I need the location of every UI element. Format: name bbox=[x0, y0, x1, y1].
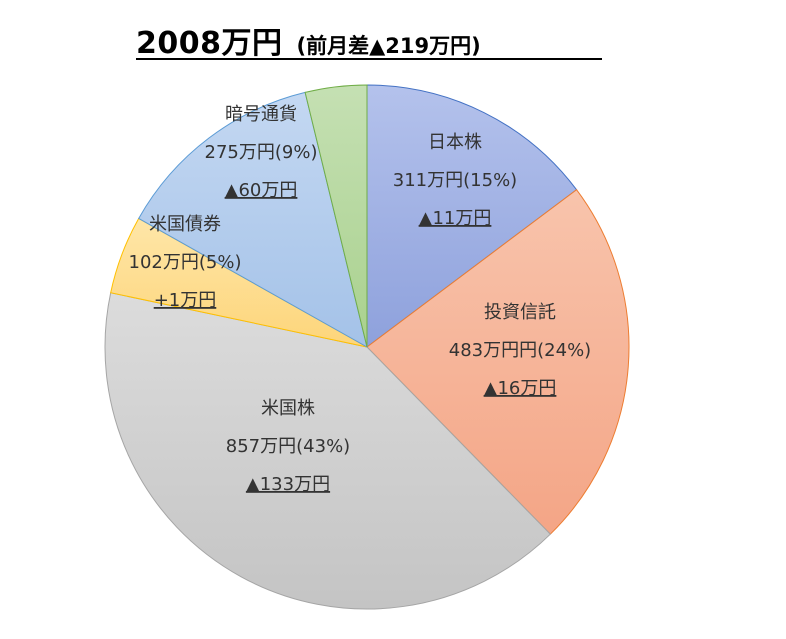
pie-slices bbox=[104, 84, 630, 610]
slice-label-3-value-label: 857万円(43%) bbox=[226, 436, 350, 457]
title-underline bbox=[136, 58, 602, 60]
slice-label-5-value-label: 275万円(9%) bbox=[205, 142, 318, 163]
slice-label-5-change: ▲60万円 bbox=[225, 180, 298, 201]
pie-slice-1 bbox=[366, 84, 578, 349]
slice-label-1-name: 日本株 bbox=[428, 132, 482, 153]
chart-title-total: 2008万円 bbox=[136, 26, 283, 61]
slice-label-3-name: 米国株 bbox=[261, 398, 315, 419]
pie-labels: 日本株311万円(15%)▲11万円投資信託483万円円(24%)▲16万円米国… bbox=[129, 104, 592, 495]
slice-label-3-change: ▲133万円 bbox=[246, 474, 330, 495]
chart-title: 2008万円 (前月差▲219万円) bbox=[136, 18, 481, 62]
slice-label-4-value-label: 102万円(5%) bbox=[129, 252, 242, 273]
pie-slice-6 bbox=[304, 84, 368, 348]
slice-label-2-name: 投資信託 bbox=[484, 302, 556, 323]
slice-label-5-name: 暗号通貨 bbox=[225, 104, 297, 125]
pie-slice-2 bbox=[366, 189, 630, 535]
slice-label-4-change: +1万円 bbox=[154, 290, 217, 311]
pie-slice-5 bbox=[137, 91, 368, 349]
slice-label-2-change: ▲16万円 bbox=[484, 378, 557, 399]
slice-label-1-change: ▲11万円 bbox=[419, 208, 492, 229]
slice-label-1-value-label: 311万円(15%) bbox=[393, 170, 517, 191]
pie-slice-3 bbox=[104, 292, 552, 610]
slice-label-4-name: 米国債券 bbox=[149, 214, 221, 235]
slice-label-2-value-label: 483万円円(24%) bbox=[449, 340, 591, 361]
chart-title-change: (前月差▲219万円) bbox=[296, 34, 481, 58]
